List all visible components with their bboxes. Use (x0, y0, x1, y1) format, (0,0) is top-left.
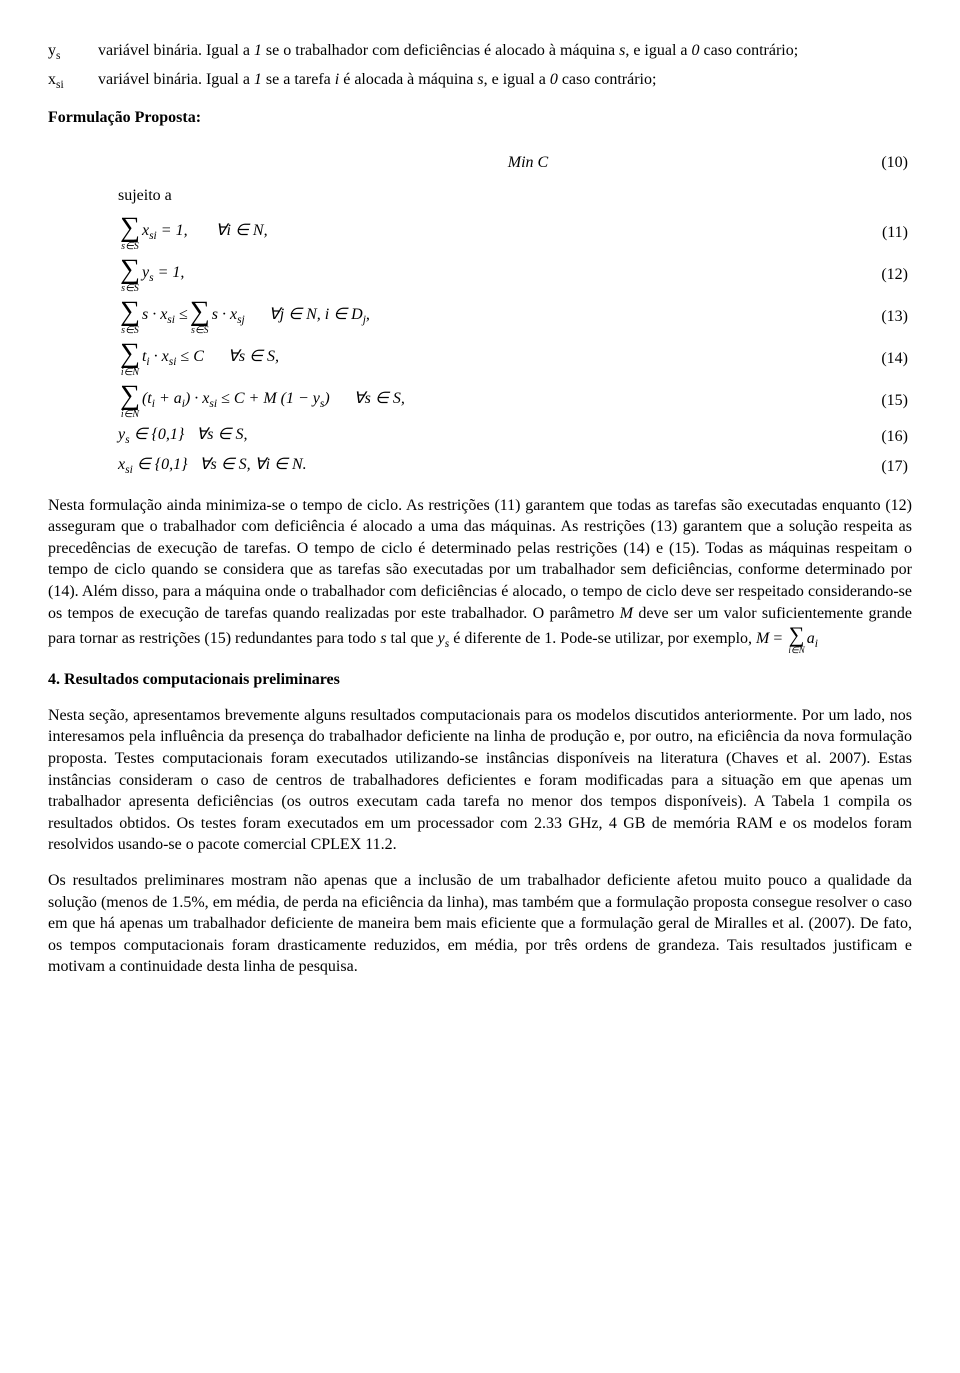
eq-11-number: (11) (848, 222, 912, 244)
equation-17: xsi ∈ {0,1} ∀s ∈ S, ∀i ∈ N. (17) (118, 453, 912, 481)
equation-12: ∑s∈S ys = 1, (12) (118, 255, 912, 295)
eq-10-number: (10) (848, 152, 912, 174)
symbol-xsi: xsi (48, 69, 98, 94)
definition-xsi: xsi variável binária. Igual a 1 se a tar… (48, 69, 912, 94)
eq-10-body: Min C (508, 152, 548, 174)
paragraph-explanation: Nesta formulação ainda minimiza-se o tem… (48, 495, 912, 656)
definition-ys: ys variável binária. Igual a 1 se o trab… (48, 40, 912, 65)
symbol-ys: ys (48, 40, 98, 65)
equation-11: ∑s∈S xsi = 1, ∀i ∈ N, (11) (118, 213, 912, 253)
equation-16: ys ∈ {0,1} ∀s ∈ S, (16) (118, 423, 912, 451)
eq-12-number: (12) (848, 264, 912, 286)
equation-14: ∑i∈N ti · xsi ≤ C ∀s ∈ S, (14) (118, 339, 912, 379)
eq-13-number: (13) (848, 306, 912, 328)
paragraph-results-intro: Nesta seção, apresentamos brevemente alg… (48, 705, 912, 856)
heading-section-4: 4. Resultados computacionais preliminare… (48, 669, 912, 691)
text-xsi: variável binária. Igual a 1 se a tarefa … (98, 69, 912, 94)
heading-formulation: Formulação Proposta: (48, 107, 912, 129)
equation-15: ∑i∈N (ti + ai) · xsi ≤ C + M (1 − ys) ∀s… (118, 381, 912, 421)
text-ys: variável binária. Igual a 1 se o trabalh… (98, 40, 912, 65)
equation-13: ∑s∈S s · xsi ≤ ∑s∈S s · xsj ∀j ∈ N, i ∈ … (118, 297, 912, 337)
eq-14-number: (14) (848, 348, 912, 370)
equation-10: Min C (10) (48, 143, 912, 183)
eq-17-number: (17) (848, 456, 912, 478)
eq-15-number: (15) (848, 390, 912, 412)
eq-16-number: (16) (848, 426, 912, 448)
label-subject-to: sujeito a (118, 185, 912, 207)
paragraph-results-discussion: Os resultados preliminares mostram não a… (48, 870, 912, 978)
